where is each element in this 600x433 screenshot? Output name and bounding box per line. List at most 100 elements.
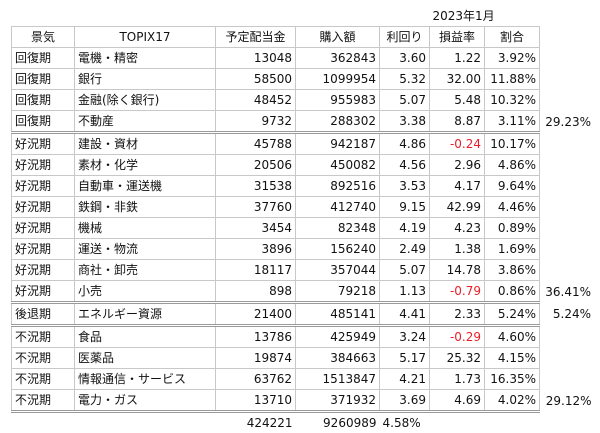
share-cell[interactable]: 16.35%: [484, 368, 540, 390]
purchase-cell[interactable]: 942187: [295, 132, 380, 155]
profit-loss-cell[interactable]: 2.96: [429, 154, 485, 176]
yield-cell[interactable]: 3.38: [379, 110, 430, 134]
header-phase[interactable]: 景気: [11, 26, 75, 48]
yield-cell[interactable]: 5.07: [379, 259, 430, 281]
group-total-cell[interactable]: [540, 197, 595, 218]
header-topix17[interactable]: TOPIX17: [74, 26, 216, 48]
share-cell[interactable]: 4.15%: [484, 347, 540, 369]
share-cell[interactable]: 3.11%: [484, 110, 540, 134]
purchase-cell[interactable]: 371932: [295, 389, 380, 413]
share-cell[interactable]: 3.92%: [484, 47, 540, 69]
header-purchase[interactable]: 購入額: [295, 26, 380, 48]
phase-cell[interactable]: 不況期: [11, 368, 75, 390]
phase-cell[interactable]: 不況期: [11, 389, 75, 413]
profit-loss-cell[interactable]: 14.78: [429, 259, 485, 281]
purchase-cell[interactable]: 485141: [295, 302, 380, 327]
sector-cell[interactable]: 自動車・運送機: [74, 175, 216, 197]
share-cell[interactable]: 9.64%: [484, 175, 540, 197]
header-share[interactable]: 割合: [484, 26, 540, 48]
dividend-cell[interactable]: 13048: [215, 47, 296, 69]
yield-cell[interactable]: 2.49: [379, 238, 430, 260]
phase-cell[interactable]: 好況期: [11, 259, 75, 281]
phase-cell[interactable]: 好況期: [11, 196, 75, 218]
yield-cell[interactable]: 4.86: [379, 132, 430, 155]
dividend-cell[interactable]: 3454: [215, 217, 296, 239]
group-total-cell[interactable]: [540, 69, 595, 90]
phase-cell[interactable]: 回復期: [11, 89, 75, 111]
purchase-cell[interactable]: 362843: [295, 47, 380, 69]
sector-cell[interactable]: 機械: [74, 217, 216, 239]
share-cell[interactable]: 10.32%: [484, 89, 540, 111]
phase-cell[interactable]: 不況期: [11, 347, 75, 369]
dividend-cell[interactable]: 63762: [215, 368, 296, 390]
share-cell[interactable]: 0.86%: [484, 280, 540, 304]
dividend-cell[interactable]: 31538: [215, 175, 296, 197]
sector-cell[interactable]: 金融(除く銀行): [74, 89, 216, 111]
share-cell[interactable]: 1.69%: [484, 238, 540, 260]
purchase-cell[interactable]: 412740: [295, 196, 380, 218]
group-total-cell[interactable]: [540, 369, 595, 390]
profit-loss-cell[interactable]: 8.87: [429, 110, 485, 134]
purchase-cell[interactable]: 1099954: [295, 68, 380, 90]
share-cell[interactable]: 11.88%: [484, 68, 540, 90]
purchase-cell[interactable]: 384663: [295, 347, 380, 369]
yield-cell[interactable]: 5.17: [379, 347, 430, 369]
phase-cell[interactable]: 回復期: [11, 47, 75, 69]
profit-loss-cell[interactable]: 1.73: [429, 368, 485, 390]
dividend-cell[interactable]: 13786: [215, 325, 296, 348]
profit-loss-cell[interactable]: -0.79: [429, 280, 485, 304]
yield-cell[interactable]: 5.32: [379, 68, 430, 90]
yield-cell[interactable]: 1.13: [379, 280, 430, 304]
yield-cell[interactable]: 4.19: [379, 217, 430, 239]
purchase-cell[interactable]: 79218: [295, 280, 380, 304]
sector-cell[interactable]: 電機・精密: [74, 47, 216, 69]
sector-cell[interactable]: 建設・資材: [74, 132, 216, 155]
sector-cell[interactable]: 食品: [74, 325, 216, 348]
dividend-cell[interactable]: 20506: [215, 154, 296, 176]
phase-cell[interactable]: 好況期: [11, 154, 75, 176]
group-total-cell[interactable]: [540, 348, 595, 369]
yield-cell[interactable]: 3.60: [379, 47, 430, 69]
dividend-cell[interactable]: 58500: [215, 68, 296, 90]
group-total-cell[interactable]: [540, 48, 595, 69]
share-cell[interactable]: 4.46%: [484, 196, 540, 218]
yield-cell[interactable]: 4.21: [379, 368, 430, 390]
sector-cell[interactable]: 不動産: [74, 110, 216, 134]
dividend-cell[interactable]: 18117: [215, 259, 296, 281]
profit-loss-cell[interactable]: 4.17: [429, 175, 485, 197]
sector-cell[interactable]: 医薬品: [74, 347, 216, 369]
profit-loss-cell[interactable]: 25.32: [429, 347, 485, 369]
sector-cell[interactable]: 鉄鋼・非鉄: [74, 196, 216, 218]
group-total-cell[interactable]: [540, 155, 595, 176]
yield-cell[interactable]: 5.07: [379, 89, 430, 111]
phase-cell[interactable]: 回復期: [11, 110, 75, 134]
purchase-cell[interactable]: 156240: [295, 238, 380, 260]
share-cell[interactable]: 0.89%: [484, 217, 540, 239]
share-cell[interactable]: 4.60%: [484, 325, 540, 348]
phase-cell[interactable]: 好況期: [11, 132, 75, 155]
sector-cell[interactable]: 運送・物流: [74, 238, 216, 260]
purchase-cell[interactable]: 357044: [295, 259, 380, 281]
sector-cell[interactable]: エネルギー資源: [74, 302, 216, 327]
yield-cell[interactable]: 3.24: [379, 325, 430, 348]
dividend-cell[interactable]: 45788: [215, 132, 296, 155]
header-profit-loss[interactable]: 損益率: [429, 26, 485, 48]
sector-cell[interactable]: 情報通信・サービス: [74, 368, 216, 390]
phase-cell[interactable]: 好況期: [11, 280, 75, 304]
yield-cell[interactable]: 4.56: [379, 154, 430, 176]
total-purchase[interactable]: 9260989: [323, 416, 377, 430]
yield-cell[interactable]: 4.41: [379, 302, 430, 327]
purchase-cell[interactable]: 288302: [295, 110, 380, 134]
phase-cell[interactable]: 後退期: [11, 302, 75, 327]
yield-cell[interactable]: 3.53: [379, 175, 430, 197]
group-total-cell[interactable]: [540, 326, 595, 348]
dividend-cell[interactable]: 48452: [215, 89, 296, 111]
purchase-cell[interactable]: 425949: [295, 325, 380, 348]
group-total-cell[interactable]: 29.23%: [545, 114, 591, 129]
profit-loss-cell[interactable]: 5.48: [429, 89, 485, 111]
header-yield[interactable]: 利回り: [379, 26, 430, 48]
phase-cell[interactable]: 不況期: [11, 325, 75, 348]
group-total-cell[interactable]: [540, 176, 595, 197]
profit-loss-cell[interactable]: 4.23: [429, 217, 485, 239]
profit-loss-cell[interactable]: -0.29: [429, 325, 485, 348]
